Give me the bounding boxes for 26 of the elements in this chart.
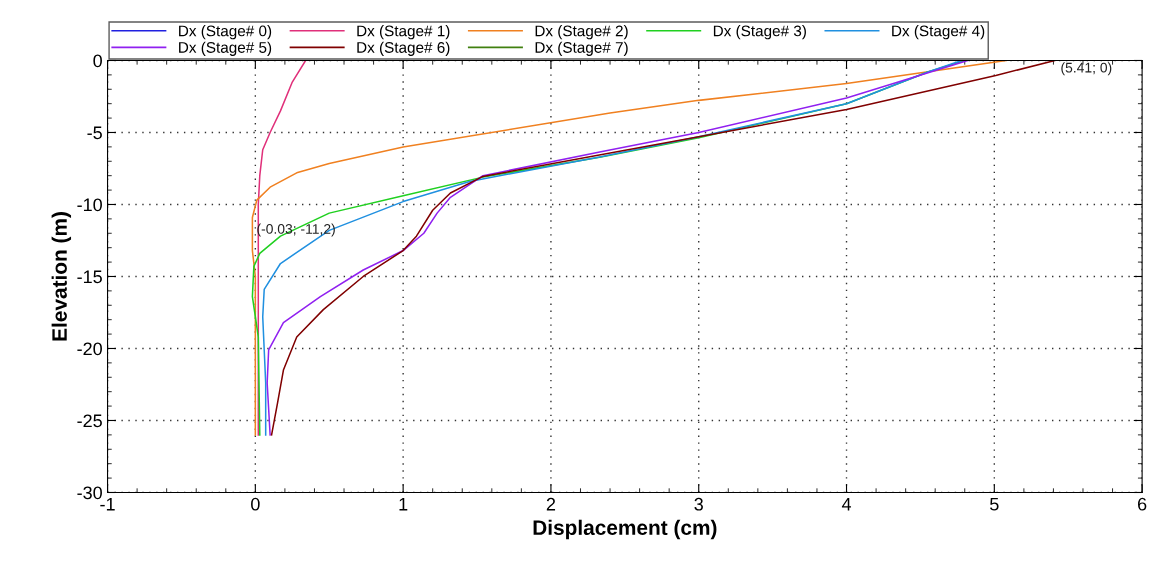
y-tick-label: -15 bbox=[77, 270, 102, 284]
annotation: (5.41; 0) bbox=[1061, 62, 1112, 76]
x-tick-label: 1 bbox=[399, 498, 408, 511]
y-tick-label: -20 bbox=[77, 342, 102, 356]
y-tick-label: -5 bbox=[87, 126, 102, 140]
x-tick-label: 5 bbox=[990, 498, 999, 511]
x-tick-label: 6 bbox=[1138, 497, 1147, 511]
legend-label: Dx (Stage# 4) bbox=[892, 25, 985, 40]
legend-label: Dx (Stage# 7) bbox=[535, 41, 628, 56]
y-axis-title: Elevation (m) bbox=[51, 212, 72, 341]
y-tick-label: 0 bbox=[93, 54, 102, 68]
legend-label: Dx (Stage# 3) bbox=[713, 25, 806, 40]
x-tick-label: -1 bbox=[100, 498, 115, 511]
x-axis-title: Displacement (cm) bbox=[533, 519, 717, 540]
legend-label: Dx (Stage# 5) bbox=[179, 41, 272, 56]
x-tick-label: 4 bbox=[841, 498, 852, 511]
legend-label: Dx (Stage# 0) bbox=[179, 25, 272, 40]
legend-label: Dx (Stage# 6) bbox=[357, 41, 450, 56]
y-tick-label: -25 bbox=[77, 414, 102, 428]
x-tick-label: 2 bbox=[546, 497, 556, 511]
x-tick-label: 0 bbox=[251, 497, 260, 511]
y-tick-label: -30 bbox=[77, 486, 102, 500]
legend-label: Dx (Stage# 2) bbox=[535, 25, 628, 40]
legend-label: Dx (Stage# 1) bbox=[357, 25, 450, 40]
y-tick-label: -10 bbox=[77, 198, 102, 212]
x-tick-label: 3 bbox=[694, 497, 703, 511]
